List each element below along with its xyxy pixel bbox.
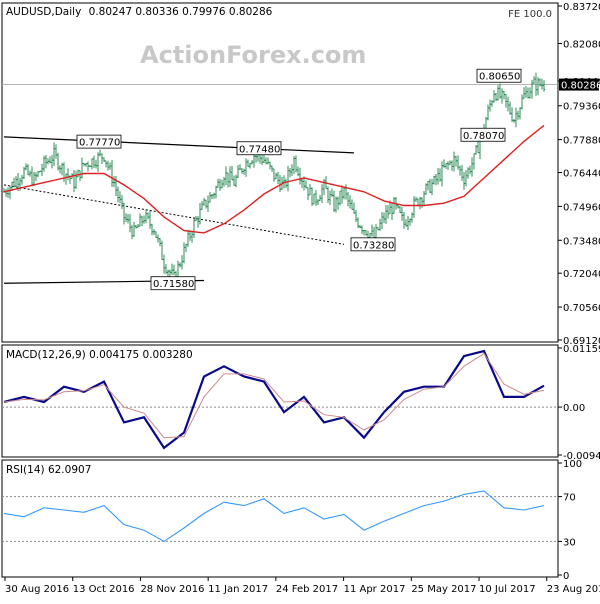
rsi-tick-label: 70 <box>563 493 576 504</box>
price-axis: 0.837200.820800.804400.793600.778800.764… <box>558 2 600 347</box>
macd-panel: MACD(12,26,9) 0.004175 0.003280 0.011590… <box>1 344 600 462</box>
rsi-panel: RSI(14) 62.0907 100 70 30 0 <box>1 459 582 582</box>
annotation-box <box>76 134 122 149</box>
annotation-box <box>150 276 196 291</box>
price-annotation: 0.73280 <box>350 237 396 252</box>
rsi-tick-label: 30 <box>563 537 576 548</box>
rsi-axis: 100 70 30 0 <box>558 459 582 582</box>
annotation-box <box>236 141 282 156</box>
macd-axis: 0.01159 0.00 -0.00940 <box>558 344 600 462</box>
x-tick-label: 30 Aug 2016 <box>5 584 69 595</box>
annotation-label: 0.78070 <box>463 131 504 142</box>
rsi-grid <box>2 496 558 542</box>
moving-average <box>3 124 545 234</box>
moving-average-line <box>3 124 545 234</box>
price-panel: ActionForex.com AUDUSD,Daily 0.80247 0.8… <box>1 2 600 347</box>
price-annotation: 0.77480 <box>236 141 282 156</box>
x-tick-label: 23 Aug 2017 <box>547 584 600 595</box>
annotation-label: 0.73280 <box>353 240 394 251</box>
x-tick-label: 10 Jul 2017 <box>479 584 536 595</box>
watermark: ActionForex.com <box>140 41 366 69</box>
price-annotation: 0.71580 <box>150 276 196 291</box>
macd-title: MACD(12,26,9) 0.004175 0.003280 <box>6 349 193 361</box>
price-annotations: 0.77770 0.71580 0.77480 0.73280 0.78070 0.806… <box>76 68 522 291</box>
rsi-title: RSI(14) 62.0907 <box>6 464 91 476</box>
chart-title: AUDUSD,Daily 0.80247 0.80336 0.79976 0.8… <box>6 6 273 18</box>
annotation-label: 0.80650 <box>479 72 520 83</box>
rsi-tick-label: 100 <box>563 459 582 470</box>
rsi-line <box>3 490 545 543</box>
x-axis: 30 Aug 2016 13 Oct 2016 28 Nov 2016 11 Jan … <box>4 577 600 595</box>
trendline <box>3 136 355 154</box>
price-annotation: 0.78070 <box>460 127 506 142</box>
annotation-label: 0.77480 <box>239 144 280 155</box>
x-tick-label: 13 Oct 2016 <box>73 584 135 595</box>
macd-tick-label: 0.01159 <box>563 344 600 355</box>
x-tick-label: 24 Feb 2017 <box>276 584 338 595</box>
x-tick-label: 11 Apr 2017 <box>344 584 406 595</box>
dotted-trendline <box>3 184 345 245</box>
macd-tick-label: -0.00940 <box>563 451 600 462</box>
x-tick-label: 25 May 2017 <box>411 584 476 595</box>
last-price-box <box>559 78 599 91</box>
price-annotation: 0.80650 <box>476 68 522 83</box>
annotation-label: 0.71580 <box>153 279 194 290</box>
x-tick-label: 28 Nov 2016 <box>140 584 204 595</box>
price-annotation: 0.77770 <box>76 134 122 149</box>
symbol-label: AUDUSD,Daily <box>6 6 81 18</box>
ohlc-label: 0.80247 0.80336 0.79976 0.80286 <box>89 6 273 18</box>
annotation-label: 0.77770 <box>79 138 120 149</box>
x-tick-label: 11 Jan 2017 <box>208 584 268 595</box>
annotation-box <box>350 237 396 252</box>
annotation-box <box>476 68 522 83</box>
macd-tick-label: 0.00 <box>563 403 585 414</box>
fe-label: FE 100.0 <box>508 9 552 20</box>
macd-line <box>3 349 545 450</box>
signal-line <box>3 352 545 439</box>
last-price-label: 0.80286 <box>561 81 600 92</box>
price-bars <box>2 72 546 286</box>
macd-lines <box>3 349 545 450</box>
rsi-lines <box>3 490 545 543</box>
annotation-box <box>460 127 506 142</box>
rsi-tick-label: 0 <box>563 571 569 582</box>
